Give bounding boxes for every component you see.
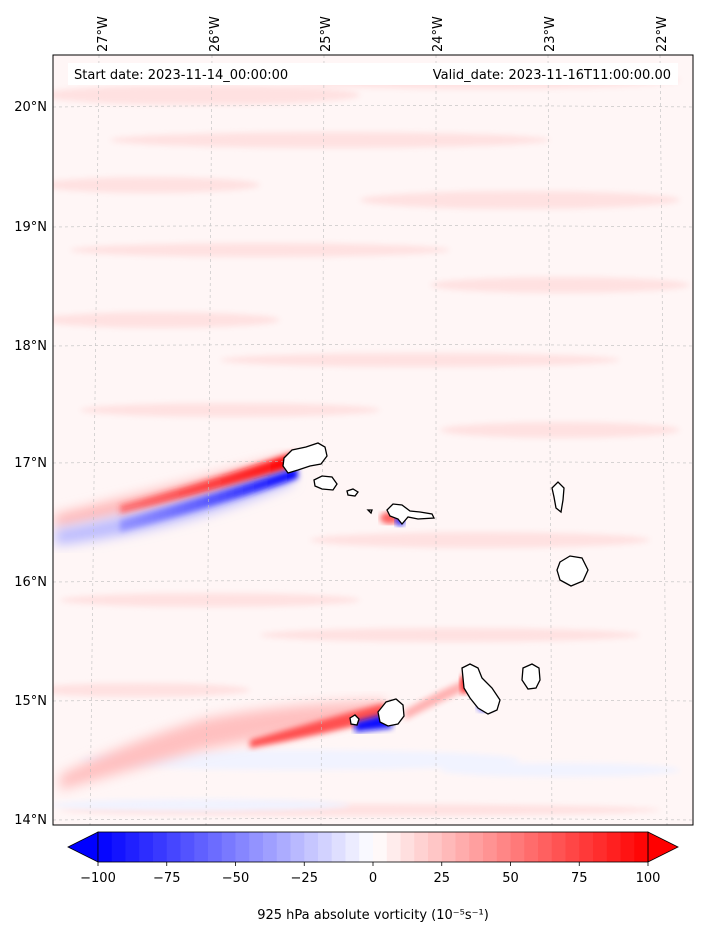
colorbar-segment — [455, 832, 470, 862]
lon-label: 24°W — [431, 16, 446, 52]
colorbar-segment — [634, 832, 649, 862]
island-sal — [551, 481, 565, 514]
lat-label: 15°N — [14, 694, 47, 709]
map-frame — [52, 54, 694, 826]
colorbar-segment — [235, 832, 250, 862]
lat-label: 14°N — [14, 813, 47, 828]
island-santiago — [461, 663, 501, 715]
island-sao-vicente — [313, 475, 338, 491]
colorbar-tick-label: 50 — [502, 871, 519, 886]
colorbar-segment — [208, 832, 223, 862]
colorbar-segment — [139, 832, 154, 862]
lat-label: 20°N — [14, 100, 47, 115]
colorbar-segment — [414, 832, 429, 862]
colorbar-segment — [606, 832, 621, 862]
valid-date-label: Valid_date: 2023-11-16T11:00:00.00 — [433, 68, 671, 83]
colorbar-tick-label: −75 — [153, 871, 180, 886]
gridlines — [53, 55, 693, 825]
northern-wake — [55, 452, 298, 545]
colorbar-segment — [290, 832, 305, 862]
island-fogo — [377, 698, 405, 727]
colorbar-segment — [538, 832, 553, 862]
island-branco — [366, 509, 373, 515]
colorbar-segment — [221, 832, 236, 862]
colorbar-segments — [98, 832, 649, 862]
colorbar-segment — [263, 832, 278, 862]
colorbar-ticks: −100 −75 −50 −25 0 25 50 75 100 — [80, 862, 660, 886]
colorbar-segment — [593, 832, 608, 862]
colorbar-extend-min — [67, 831, 99, 863]
colorbar-segment — [386, 832, 401, 862]
lon-label: 27°W — [96, 16, 111, 52]
colorbar-segment — [276, 832, 291, 862]
colorbar-tick-label: −100 — [80, 871, 116, 886]
lat-label: 18°N — [14, 339, 47, 354]
lon-label: 26°W — [208, 16, 223, 52]
colorbar-segment — [565, 832, 580, 862]
info-box — [68, 63, 678, 85]
colorbar-segment — [98, 832, 113, 862]
lat-label: 16°N — [14, 575, 47, 590]
colorbar-segment — [496, 832, 511, 862]
colorbar-tick-label: −50 — [222, 871, 249, 886]
colorbar: −100 −75 −50 −25 0 25 50 75 100 925 hPa absolute… — [67, 831, 679, 923]
colorbar-segment — [400, 832, 415, 862]
lon-label: 23°W — [543, 16, 558, 52]
colorbar-segment — [180, 832, 195, 862]
colorbar-segment — [428, 832, 443, 862]
colorbar-segment — [125, 832, 140, 862]
colorbar-segment — [551, 832, 566, 862]
colorbar-segment — [524, 832, 539, 862]
vorticity-field — [53, 55, 693, 825]
colorbar-tick-label: 25 — [433, 871, 450, 886]
faint-blue-streaks — [53, 750, 680, 811]
island-brava — [349, 714, 360, 726]
start-date-label: Start date: 2023-11-14_00:00:00 — [74, 68, 288, 83]
colorbar-segment — [469, 832, 484, 862]
colorbar-segment — [373, 832, 388, 862]
colorbar-tick-label: −25 — [291, 871, 318, 886]
island-sao-nicolau — [386, 503, 436, 526]
colorbar-tick-label: 100 — [636, 871, 661, 886]
lon-label: 25°W — [319, 16, 334, 52]
colorbar-segment — [166, 832, 181, 862]
longitude-labels: 27°W 26°W 25°W 24°W 23°W 22°W — [96, 16, 670, 52]
lat-label: 19°N — [14, 220, 47, 235]
colorbar-label: 925 hPa absolute vorticity (10⁻⁵s⁻¹) — [257, 908, 489, 923]
colorbar-segment — [579, 832, 594, 862]
colorbar-segment — [153, 832, 168, 862]
colorbar-segment — [304, 832, 319, 862]
colorbar-segment — [111, 832, 126, 862]
island-boa-vista — [556, 555, 589, 587]
island-santo-antao — [282, 442, 328, 474]
coastlines — [282, 442, 589, 727]
island-santa-luzia — [346, 488, 359, 497]
colorbar-segment — [331, 832, 346, 862]
colorbar-segment — [620, 832, 635, 862]
colorbar-segment — [510, 832, 525, 862]
latitude-labels: 20°N 19°N 18°N 17°N 16°N 15°N 14°N — [14, 100, 47, 828]
island-maio — [521, 663, 541, 690]
colorbar-extend-max — [647, 831, 679, 863]
colorbar-segment — [194, 832, 209, 862]
colorbar-segment — [483, 832, 498, 862]
colorbar-segment — [249, 832, 264, 862]
colorbar-segment — [441, 832, 456, 862]
colorbar-segment — [318, 832, 333, 862]
colorbar-tick-label: 0 — [369, 871, 377, 886]
colorbar-tick-label: 75 — [571, 871, 588, 886]
lat-label: 17°N — [14, 456, 47, 471]
colorbar-segment — [359, 832, 374, 862]
colorbar-segment — [345, 832, 360, 862]
lon-label: 22°W — [655, 16, 670, 52]
